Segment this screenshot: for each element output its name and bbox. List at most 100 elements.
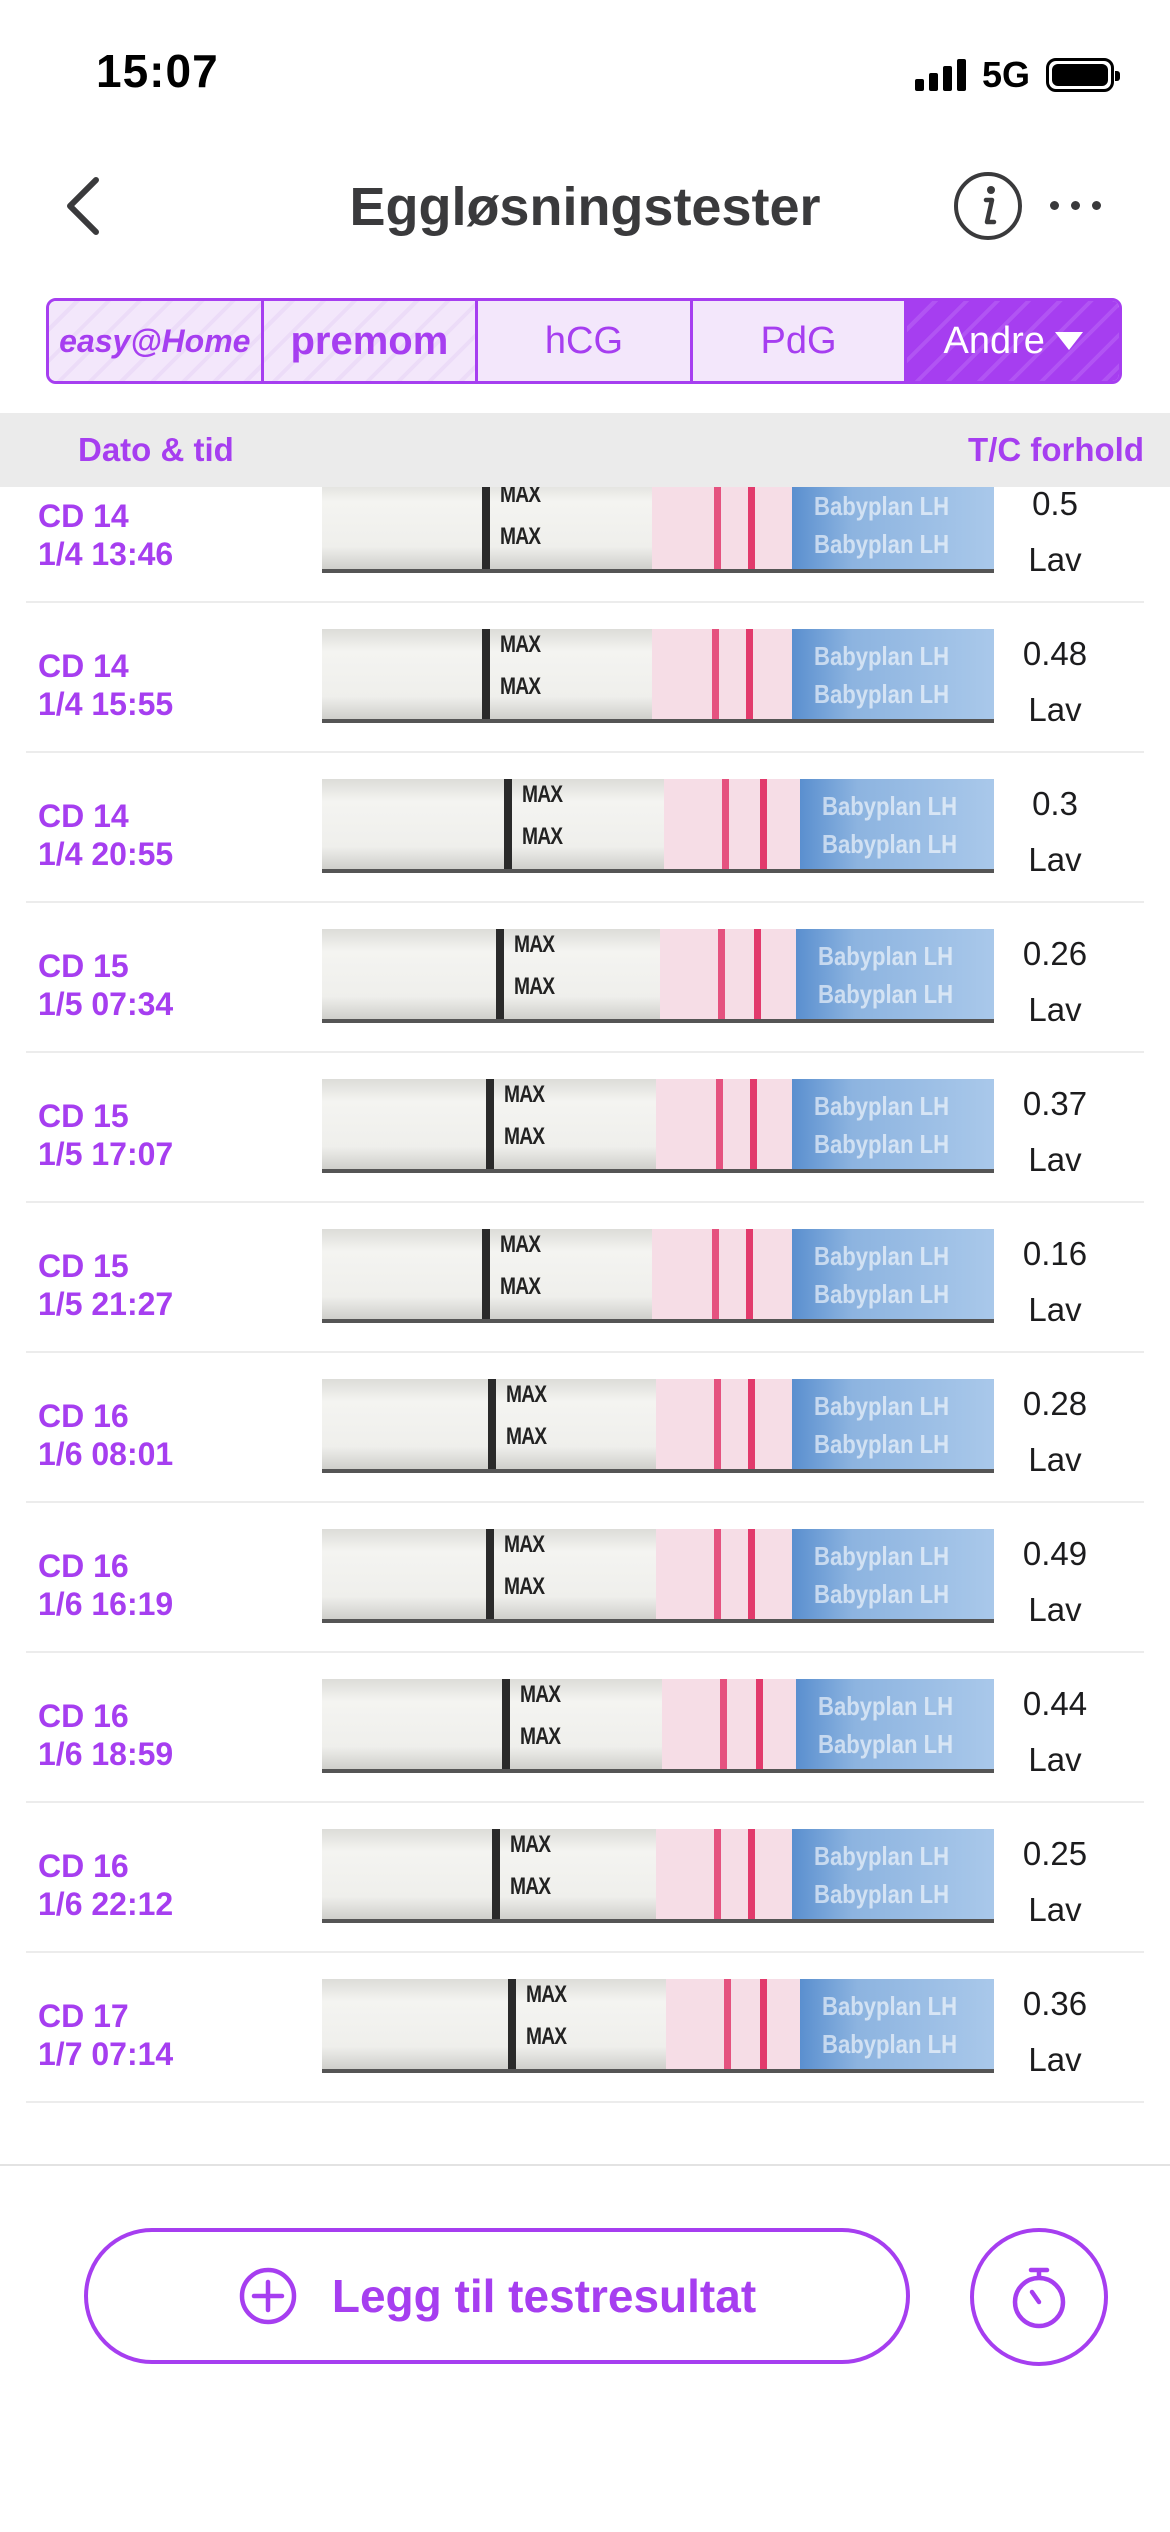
- tc-ratio-value: 0.5: [1032, 487, 1078, 522]
- test-strip-image: MAX MAX Babyplan LH Babyplan LH: [322, 1229, 994, 1323]
- strip-max-label: MAX: [500, 487, 541, 508]
- test-datetime: 1/5 17:07: [38, 1136, 174, 1172]
- lh-level: Lav: [1028, 1891, 1082, 1928]
- table-row[interactable]: CD 17 1/7 07:14 MAX MAX Babyplan LH Baby…: [0, 1953, 1170, 2103]
- table-row[interactable]: CD 15 1/5 17:07 MAX MAX Babyplan LH Baby…: [0, 1053, 1170, 1203]
- table-row[interactable]: CD 16 1/6 08:01 MAX MAX Babyplan LH Baby…: [0, 1353, 1170, 1503]
- strip-max-label: MAX: [506, 1381, 547, 1408]
- test-strip-image: MAX MAX Babyplan LH Babyplan LH: [322, 1679, 994, 1773]
- column-header: Dato & tid T/C forhold: [0, 413, 1170, 487]
- tab-hcg[interactable]: hCG: [478, 301, 693, 381]
- test-strip-image: MAX MAX Babyplan LH Babyplan LH: [322, 779, 994, 873]
- strip-max-label: MAX: [526, 2023, 567, 2050]
- timer-icon: [1012, 2267, 1066, 2329]
- table-row[interactable]: CD 15 1/5 07:34 MAX MAX Babyplan LH Baby…: [0, 903, 1170, 1053]
- strip-brand-label: Babyplan LH: [814, 1879, 950, 1909]
- tab-andre[interactable]: Andre: [907, 301, 1119, 381]
- table-row[interactable]: CD 15 1/5 21:27 MAX MAX Babyplan LH Baby…: [0, 1203, 1170, 1353]
- test-strip-image: MAX MAX Babyplan LH Babyplan LH: [322, 929, 994, 1023]
- battery-icon: [1046, 58, 1120, 92]
- test-result-rows: CD 14 1/4 13:46 MAX MAX Babyplan LH Baby…: [0, 487, 1170, 2103]
- lh-level: Lav: [1028, 691, 1082, 728]
- strip-max-label: MAX: [522, 781, 563, 808]
- lh-level: Lav: [1028, 1441, 1082, 1478]
- navigation-bar: Eggløsningstester: [0, 150, 1170, 270]
- strip-max-label: MAX: [520, 1681, 561, 1708]
- tab-label: Andre: [943, 319, 1045, 362]
- ellipsis-icon[interactable]: [1050, 190, 1114, 220]
- strip-brand-label: Babyplan LH: [814, 529, 950, 559]
- table-row[interactable]: CD 16 1/6 22:12 MAX MAX Babyplan LH Baby…: [0, 1803, 1170, 1953]
- strip-max-label: MAX: [500, 1273, 541, 1300]
- cycle-day: CD 14: [38, 648, 129, 684]
- table-row[interactable]: CD 14 1/4 20:55 MAX MAX Babyplan LH Baby…: [0, 753, 1170, 903]
- status-indicators: 5G: [914, 50, 1120, 100]
- test-strip-image: MAX MAX Babyplan LH Babyplan LH: [322, 1379, 994, 1473]
- lh-level: Lav: [1028, 1291, 1082, 1328]
- strip-max-label: MAX: [526, 1981, 567, 2008]
- tab-premom[interactable]: premom: [263, 301, 479, 381]
- column-tc-ratio: T/C forhold: [968, 431, 1144, 468]
- test-datetime: 1/6 22:12: [38, 1886, 174, 1922]
- tc-ratio-value: 0.48: [1022, 635, 1088, 672]
- tc-ratio-value: 0.28: [1022, 1385, 1088, 1422]
- info-icon[interactable]: [952, 170, 1024, 242]
- strip-max-label: MAX: [500, 523, 541, 550]
- lh-level: Lav: [1028, 1141, 1082, 1178]
- table-row[interactable]: CD 14 1/4 13:46 MAX MAX Babyplan LH Baby…: [0, 487, 1170, 603]
- tab-label: easy@Home: [59, 322, 251, 359]
- table-row[interactable]: CD 14 1/4 15:55 MAX MAX Babyplan LH Baby…: [0, 603, 1170, 753]
- strip-brand-label: Babyplan LH: [814, 1129, 950, 1159]
- strip-brand-label: Babyplan LH: [822, 829, 958, 859]
- strip-max-label: MAX: [520, 1723, 561, 1750]
- tc-ratio-value: 0.26: [1022, 935, 1088, 972]
- tc-ratio-value: 0.3: [1032, 785, 1078, 822]
- strip-brand-label: Babyplan LH: [822, 791, 958, 821]
- strip-brand-label: Babyplan LH: [814, 1579, 950, 1609]
- strip-brand-label: Babyplan LH: [814, 1391, 950, 1421]
- strip-brand-label: Babyplan LH: [822, 1991, 958, 2021]
- tc-ratio-value: 0.49: [1022, 1535, 1088, 1572]
- cycle-day: CD 16: [38, 1698, 129, 1734]
- network-label: 5G: [981, 54, 1030, 95]
- test-datetime: 1/6 16:19: [38, 1586, 174, 1622]
- strip-brand-label: Babyplan LH: [814, 679, 950, 709]
- tc-ratio-value: 0.25: [1022, 1835, 1088, 1872]
- test-result-list[interactable]: CD 14 1/4 13:46 MAX MAX Babyplan LH Baby…: [0, 487, 1170, 2107]
- tc-ratio-value: 0.36: [1022, 1985, 1088, 2022]
- strip-max-label: MAX: [522, 823, 563, 850]
- strip-max-label: MAX: [504, 1081, 545, 1108]
- cycle-day: CD 15: [38, 1098, 129, 1134]
- test-strip-image: MAX MAX Babyplan LH Babyplan LH: [322, 1829, 994, 1923]
- table-row[interactable]: CD 16 1/6 18:59 MAX MAX Babyplan LH Baby…: [0, 1653, 1170, 1803]
- strip-brand-label: Babyplan LH: [818, 1691, 954, 1721]
- tab-pdg[interactable]: PdG: [693, 301, 908, 381]
- test-datetime: 1/6 08:01: [38, 1436, 174, 1472]
- divider: [0, 2164, 1170, 2166]
- strip-brand-label: Babyplan LH: [814, 1541, 950, 1571]
- status-bar: 15:07 5G: [0, 0, 1170, 150]
- strip-brand-label: Babyplan LH: [814, 1279, 950, 1309]
- page-title: Eggløsningstester: [349, 177, 821, 237]
- strip-max-label: MAX: [500, 673, 541, 700]
- test-strip-image: MAX MAX Babyplan LH Babyplan LH: [322, 487, 994, 573]
- test-strip-image: MAX MAX Babyplan LH Babyplan LH: [322, 629, 994, 723]
- tab-label: hCG: [544, 319, 624, 362]
- column-date-time: Dato & tid: [78, 431, 234, 468]
- strip-brand-label: Babyplan LH: [818, 979, 954, 1009]
- tc-ratio-value: 0.16: [1022, 1235, 1088, 1272]
- tab-label: premom: [290, 318, 449, 363]
- brand-tabs: easy@Home premom hCG PdG Andre: [46, 298, 1122, 384]
- strip-max-label: MAX: [506, 1423, 547, 1450]
- tab-easy-at-home[interactable]: easy@Home: [49, 301, 264, 381]
- table-row[interactable]: CD 16 1/6 16:19 MAX MAX Babyplan LH Baby…: [0, 1503, 1170, 1653]
- lh-level: Lav: [1028, 2041, 1082, 2078]
- add-test-result-button[interactable]: Legg til testresultat: [84, 2228, 910, 2364]
- plus-circle-icon: [239, 2267, 297, 2325]
- test-strip-image: MAX MAX Babyplan LH Babyplan LH: [322, 1079, 994, 1173]
- strip-brand-label: Babyplan LH: [814, 1241, 950, 1271]
- cycle-day: CD 15: [38, 1248, 129, 1284]
- timer-button[interactable]: [970, 2228, 1108, 2366]
- chevron-left-icon[interactable]: [48, 166, 128, 246]
- test-datetime: 1/4 13:46: [38, 536, 174, 572]
